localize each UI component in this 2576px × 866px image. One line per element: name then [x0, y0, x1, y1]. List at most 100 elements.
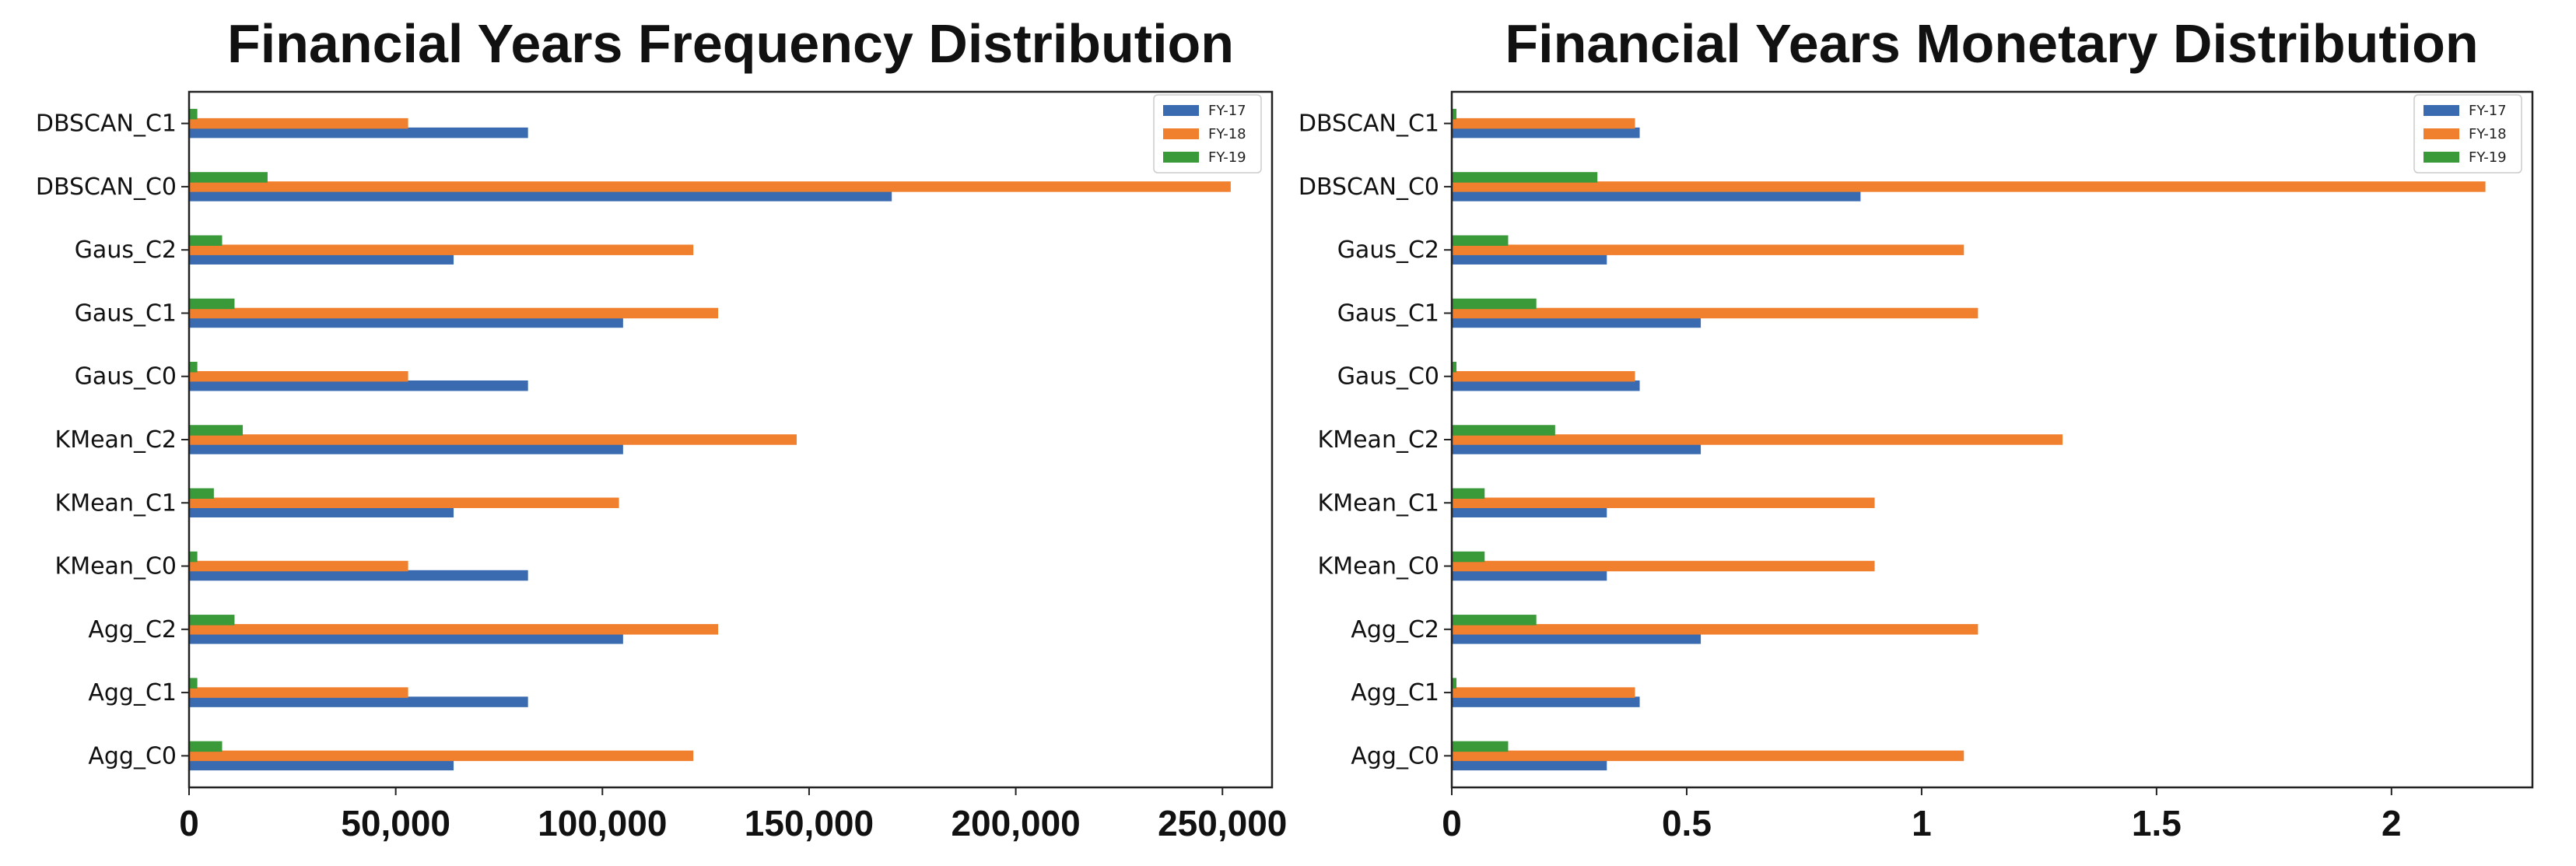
bar-fy-19-kmean_c2 [1452, 425, 1555, 436]
bar-fy-17-agg_c0 [189, 759, 454, 771]
bar-fy-18-gaus_c2 [189, 244, 694, 255]
bar-fy-19-gaus_c1 [1452, 298, 1537, 310]
legend-swatch-fy-18 [2424, 128, 2459, 139]
y-tick-label: Agg_C1 [88, 679, 177, 706]
bar-fy-17-gaus_c1 [1452, 317, 1702, 328]
legend: FY-17 FY-18 FY-19 [1153, 94, 1262, 174]
chart-title: Financial Years Frequency Distribution [227, 13, 1234, 74]
bar-fy-18-dbscan_c0 [1452, 181, 2486, 192]
bar-fy-18-agg_c1 [1452, 687, 1635, 698]
plot-frame [188, 90, 1274, 789]
legend-swatch-fy-17 [2424, 105, 2459, 116]
y-tick-label: DBSCAN_C0 [1299, 174, 1439, 201]
bar-fy-19-agg_c1 [1452, 678, 1457, 689]
y-tick-label: Gaus_C1 [1337, 300, 1439, 327]
chart-title: Financial Years Monetary Distribution [1505, 13, 2478, 74]
bar-fy-19-kmean_c2 [189, 425, 244, 436]
bar-fy-19-gaus_c0 [189, 361, 198, 373]
bar-fy-17-dbscan_c1 [189, 127, 528, 138]
y-tick-label: DBSCAN_C1 [36, 110, 177, 138]
x-tick-label: 50,000 [341, 803, 450, 843]
legend-label-fy-18: FY-18 [2469, 126, 2507, 142]
y-tick-label: Gaus_C2 [75, 237, 177, 264]
bar-fy-17-gaus_c0 [1452, 380, 1640, 391]
bar-fy-19-kmean_c0 [1452, 551, 1485, 563]
legend-label-fy-19: FY-19 [2469, 149, 2507, 166]
bar-fy-19-gaus_c2 [189, 235, 223, 246]
bar-fy-18-agg_c0 [1452, 750, 1964, 762]
bar-fy-19-dbscan_c1 [1452, 108, 1457, 120]
bar-fy-17-kmean_c2 [1452, 444, 1702, 454]
legend-label-fy-19: FY-19 [1208, 149, 1246, 166]
x-tick-label: 0.5 [1662, 803, 1712, 843]
bar-fy-17-agg_c1 [1452, 696, 1640, 707]
legend-label-fy-18: FY-18 [1208, 126, 1246, 142]
bar-fy-18-kmean_c0 [1452, 560, 1875, 572]
y-tick-label: Gaus_C0 [1337, 363, 1439, 391]
bar-fy-17-agg_c2 [1452, 633, 1702, 644]
bar-fy-18-kmean_c1 [189, 497, 619, 509]
bar-fy-17-dbscan_c0 [189, 191, 892, 202]
bar-fy-19-dbscan_c1 [189, 108, 198, 120]
bar-fy-18-gaus_c2 [1452, 244, 1964, 255]
bar-fy-19-agg_c0 [189, 741, 223, 752]
legend-label-fy-17: FY-17 [2469, 103, 2507, 119]
bar-fy-18-agg_c2 [1452, 624, 1978, 635]
bar-fy-18-gaus_c1 [189, 307, 719, 319]
bar-fy-19-kmean_c1 [1452, 488, 1485, 500]
bar-fy-19-agg_c0 [1452, 741, 1509, 752]
bar-fy-17-dbscan_c0 [1452, 191, 1861, 202]
bar-fy-19-kmean_c0 [189, 551, 198, 563]
legend-swatch-fy-19 [2424, 152, 2459, 163]
y-tick-label: KMean_C1 [55, 489, 177, 517]
bar-fy-17-kmean_c2 [189, 444, 623, 454]
plot-frame [1450, 90, 2534, 789]
y-tick-label: KMean_C2 [1318, 426, 1439, 454]
bar-fy-17-gaus_c1 [189, 317, 623, 328]
bar-fy-17-dbscan_c1 [1452, 127, 1640, 138]
bar-fy-17-kmean_c1 [1452, 507, 1607, 518]
bar-fy-18-agg_c2 [189, 624, 719, 635]
y-tick-label: KMean_C0 [55, 553, 177, 580]
bar-fy-17-agg_c1 [189, 696, 528, 707]
bar-fy-17-gaus_c2 [1452, 254, 1607, 265]
x-tick-label: 0 [1442, 803, 1462, 843]
y-tick-label: KMean_C2 [55, 426, 177, 454]
legend-label-fy-17: FY-17 [1208, 103, 1246, 119]
bar-fy-19-gaus_c2 [1452, 235, 1509, 246]
bar-fy-18-dbscan_c1 [189, 117, 408, 129]
x-tick-label: 100,000 [538, 803, 667, 843]
y-tick-label: Gaus_C2 [1337, 237, 1439, 264]
y-tick-label: DBSCAN_C1 [1299, 110, 1439, 138]
bar-fy-19-gaus_c0 [1452, 361, 1457, 373]
bar-fy-18-kmean_c0 [189, 560, 408, 572]
bar-fy-17-kmean_c0 [1452, 570, 1607, 581]
bar-fy-18-kmean_c2 [1452, 434, 2063, 445]
frequency-chart: Financial Years Frequency Distribution DB… [36, 13, 1288, 843]
x-tick-label: 2 [2381, 803, 2402, 843]
bar-fy-19-agg_c2 [1452, 615, 1537, 626]
y-tick-label: DBSCAN_C0 [36, 174, 177, 201]
x-tick-label: 0 [179, 803, 199, 843]
y-tick-label: KMean_C1 [1318, 489, 1439, 517]
x-tick-label: 1.5 [2132, 803, 2182, 843]
bar-fy-18-agg_c0 [189, 750, 694, 762]
y-tick-label: Gaus_C0 [75, 363, 177, 391]
bar-fy-17-agg_c0 [1452, 759, 1607, 771]
bar-fy-17-kmean_c0 [189, 570, 528, 581]
bar-fy-17-agg_c2 [189, 633, 623, 644]
bar-fy-19-dbscan_c0 [189, 172, 268, 183]
bar-fy-18-kmean_c2 [189, 434, 797, 445]
bar-fy-18-gaus_c1 [1452, 307, 1978, 319]
bar-fy-18-kmean_c1 [1452, 497, 1875, 509]
x-tick-label: 150,000 [745, 803, 874, 843]
bar-fy-17-gaus_c0 [189, 380, 528, 391]
legend-swatch-fy-18 [1163, 128, 1199, 139]
bar-fy-18-gaus_c0 [189, 370, 408, 382]
monetary-chart: Financial Years Monetary Distribution DBS… [1299, 13, 2534, 843]
y-tick-label: Agg_C2 [1351, 616, 1439, 643]
x-tick-label: 1 [1912, 803, 1932, 843]
y-tick-label: Agg_C2 [88, 616, 177, 643]
bar-fy-18-dbscan_c0 [189, 181, 1231, 192]
